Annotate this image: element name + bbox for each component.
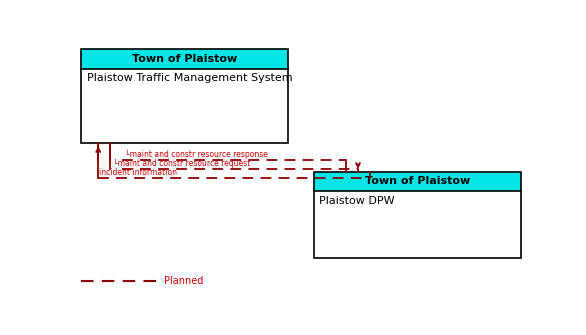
Text: └maint and constr resource response: └maint and constr resource response [125, 149, 267, 158]
Text: └maint and constr resource request: └maint and constr resource request [113, 158, 250, 168]
Text: Plaistow DPW: Plaistow DPW [319, 196, 395, 206]
Bar [81, 49, 288, 69]
Bar [81, 49, 288, 143]
Text: Planned: Planned [164, 276, 203, 286]
Text: incident information: incident information [99, 168, 177, 177]
Text: Town of Plaistow: Town of Plaistow [132, 54, 237, 64]
Bar [314, 172, 520, 258]
Text: Town of Plaistow: Town of Plaistow [364, 177, 470, 187]
Bar [81, 69, 288, 143]
Bar [314, 172, 520, 191]
Text: Plaistow Traffic Management System: Plaistow Traffic Management System [87, 73, 292, 83]
Bar [314, 191, 520, 258]
